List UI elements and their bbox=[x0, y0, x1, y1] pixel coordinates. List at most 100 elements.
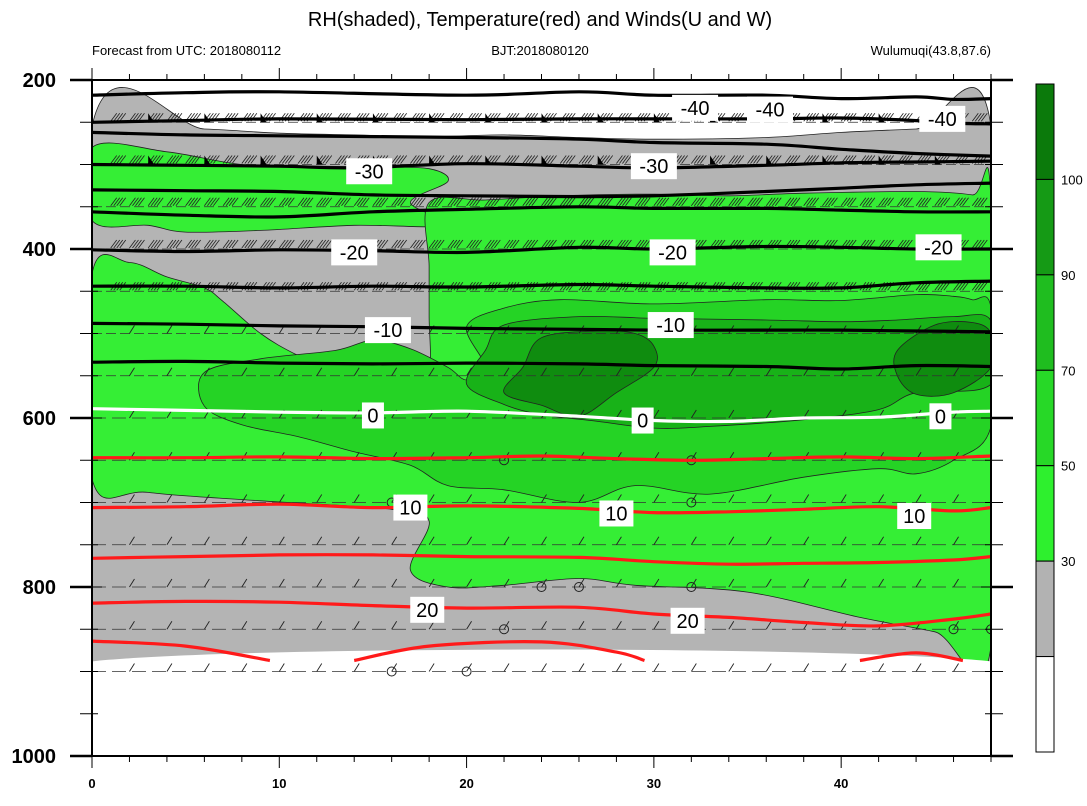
wind-barb bbox=[734, 155, 742, 164]
isotherm-label: -20 bbox=[915, 234, 962, 261]
wind-barb bbox=[974, 197, 982, 206]
wind-barb bbox=[434, 197, 442, 206]
wind-barb bbox=[166, 536, 173, 545]
wind-barb bbox=[172, 239, 180, 249]
wind-barb bbox=[634, 197, 642, 206]
wind-barb bbox=[924, 197, 932, 206]
wind-barb bbox=[203, 494, 210, 503]
wind-barb bbox=[940, 197, 948, 206]
wind-barb bbox=[587, 155, 595, 164]
wind-barb bbox=[715, 155, 723, 164]
isotherm-label-bg bbox=[649, 239, 696, 266]
forecast-init-label: Forecast from UTC: 2018080112 bbox=[92, 43, 281, 58]
wind-barb bbox=[503, 494, 510, 503]
wind-barb bbox=[138, 239, 145, 249]
wind-barb bbox=[812, 197, 820, 206]
wind-barb bbox=[878, 536, 885, 545]
wind-barb bbox=[803, 536, 810, 545]
wind-barb bbox=[116, 239, 124, 249]
wind-barb bbox=[119, 155, 127, 164]
wind-barb bbox=[129, 325, 135, 334]
wind-barb bbox=[653, 621, 660, 630]
x-tick-label: 30 bbox=[647, 776, 661, 791]
wind-barb bbox=[544, 239, 551, 249]
wind-barb bbox=[587, 197, 595, 206]
wind-barb bbox=[410, 197, 417, 206]
wind-barb bbox=[353, 494, 360, 503]
wind-barb bbox=[231, 155, 239, 164]
isotherm-label-bg bbox=[746, 96, 793, 123]
wind-barb bbox=[428, 494, 435, 503]
isotherm--40 bbox=[92, 116, 991, 126]
wind-barb bbox=[790, 155, 798, 164]
wind-barb bbox=[303, 155, 311, 164]
wind-barb bbox=[391, 536, 398, 545]
wind-barb bbox=[787, 197, 795, 206]
wind-barb bbox=[147, 239, 155, 249]
wind-barb bbox=[119, 113, 127, 122]
wind-barb bbox=[787, 155, 795, 164]
wind-barb bbox=[784, 155, 792, 164]
wind-barb bbox=[113, 113, 121, 122]
wind-barb bbox=[475, 239, 482, 249]
wind-barb bbox=[341, 197, 348, 206]
wind-barb bbox=[191, 239, 198, 249]
wind-barb bbox=[210, 197, 217, 206]
wind-barb bbox=[971, 113, 979, 122]
wind-barb bbox=[129, 621, 135, 630]
wind-barb bbox=[509, 155, 517, 164]
wind-barb bbox=[562, 155, 570, 164]
wind-barb bbox=[977, 239, 985, 249]
isotherm-label-bg bbox=[393, 494, 428, 521]
wind-barb bbox=[129, 536, 135, 545]
wind-barb bbox=[953, 578, 959, 588]
wind-barb bbox=[116, 197, 124, 206]
wind-barb bbox=[884, 197, 891, 206]
wind-barb bbox=[203, 621, 210, 630]
wind-barb bbox=[241, 367, 248, 376]
wind-barb bbox=[616, 536, 622, 545]
wind-barb bbox=[338, 155, 345, 164]
wind-barb bbox=[156, 155, 164, 164]
wind-barb bbox=[169, 155, 177, 164]
isotherm-labels: -40 -40 -40 -30 -30 -20 -20 -20 -10 -10 0 0 0 10 10 10 2… bbox=[331, 94, 966, 634]
wind-barb bbox=[878, 494, 885, 503]
wind-barb bbox=[362, 197, 370, 206]
wind-barb bbox=[185, 239, 192, 249]
wind-barb bbox=[568, 197, 576, 206]
isotherm-label: 10 bbox=[599, 500, 634, 527]
wind-barb bbox=[166, 325, 173, 334]
wind-barb bbox=[559, 197, 567, 206]
wind-barb bbox=[322, 197, 330, 206]
wind-barb bbox=[394, 197, 401, 206]
plot-area: -40 -40 -40 -30 -30 -20 -20 -20 -10 -10 0 0 0 10 10 10 2… bbox=[92, 87, 991, 756]
wind-barb bbox=[597, 197, 605, 206]
wind-barb bbox=[737, 155, 745, 164]
wind-barb bbox=[147, 197, 155, 206]
wind-barb bbox=[606, 197, 614, 206]
wind-barb bbox=[728, 197, 736, 206]
colorbar: 100 90 70 50 30 bbox=[1035, 83, 1083, 753]
wind-barb bbox=[765, 578, 772, 588]
wind-barb bbox=[153, 155, 161, 164]
wind-barb bbox=[581, 155, 589, 164]
isotherm-label: 10 bbox=[897, 503, 932, 530]
wind-barb bbox=[353, 578, 360, 588]
isotherm--30 bbox=[92, 159, 991, 170]
wind-barb bbox=[203, 578, 210, 588]
wind-barb bbox=[937, 197, 945, 206]
wind-barb bbox=[915, 367, 922, 376]
wind-barb bbox=[375, 197, 383, 206]
wind-barb bbox=[169, 197, 177, 206]
wind-barb bbox=[953, 494, 959, 503]
wind-barb bbox=[603, 197, 611, 206]
wind-barb bbox=[980, 239, 988, 249]
wind-barb bbox=[391, 155, 398, 164]
wind-barb bbox=[528, 197, 536, 206]
wind-barb bbox=[287, 197, 295, 206]
wind-barb bbox=[793, 155, 801, 164]
wind-barb bbox=[581, 197, 589, 206]
wind-barb bbox=[490, 155, 498, 164]
wind-barb bbox=[466, 578, 472, 588]
wind-barb bbox=[803, 155, 811, 164]
